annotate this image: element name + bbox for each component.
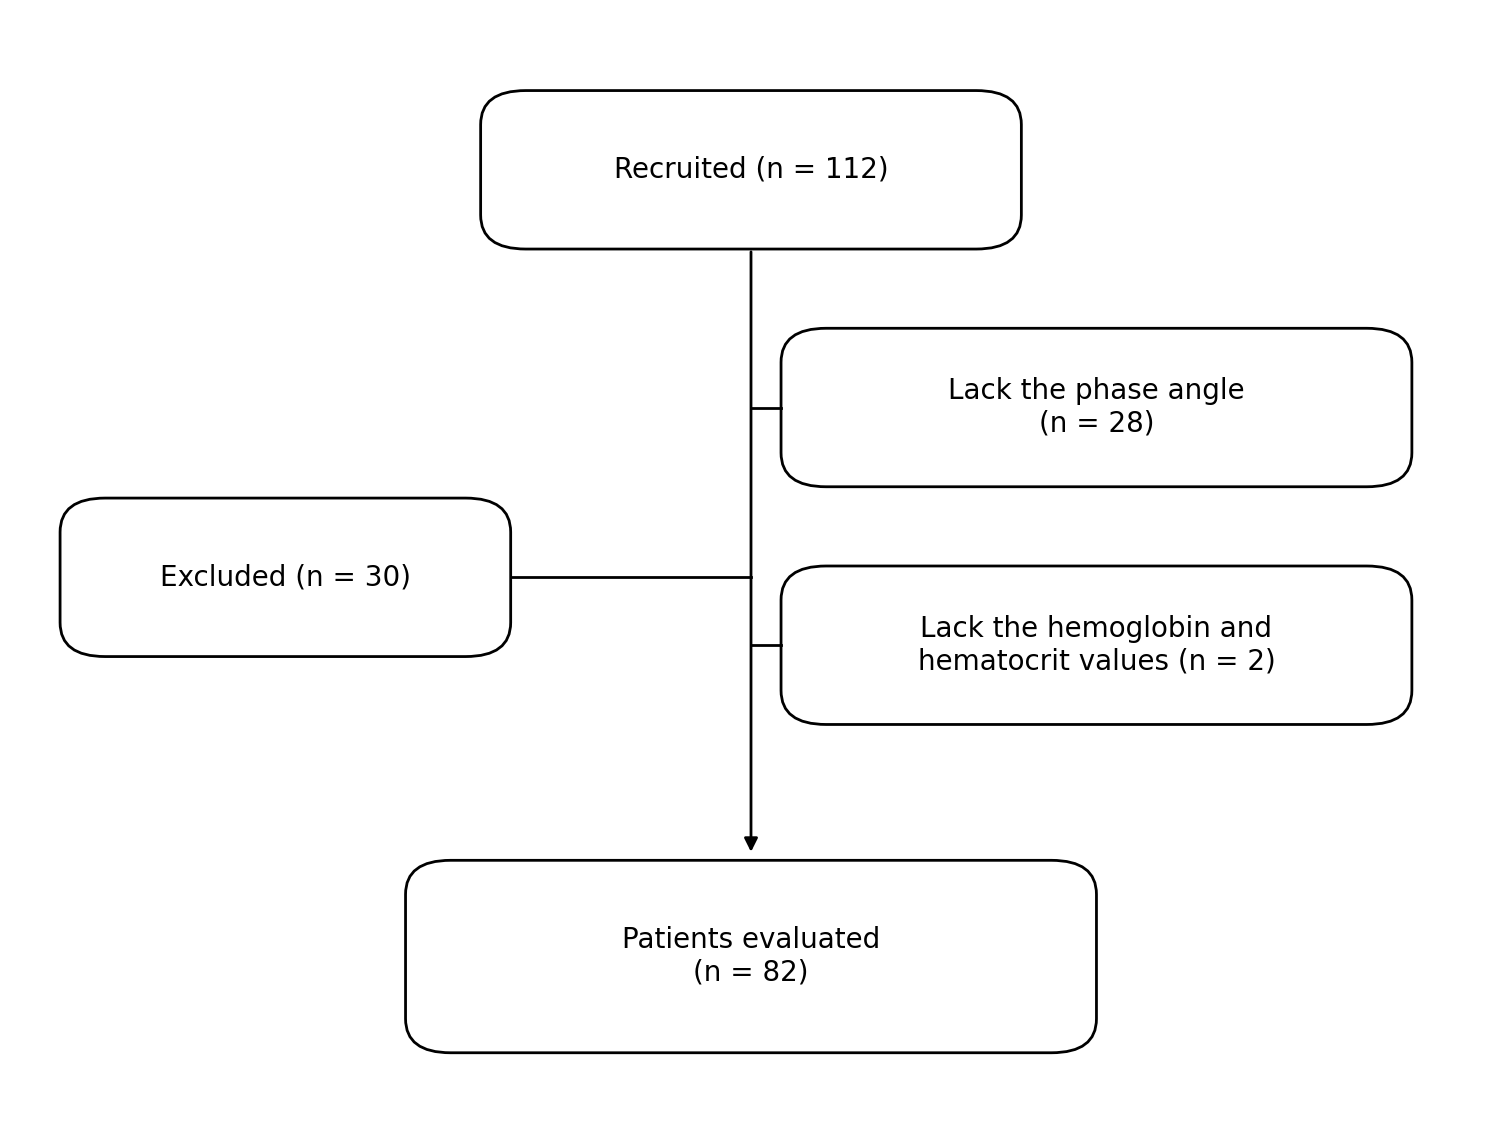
FancyBboxPatch shape <box>781 328 1412 487</box>
Text: Patients evaluated
(n = 82): Patients evaluated (n = 82) <box>622 926 880 987</box>
Text: Excluded (n = 30): Excluded (n = 30) <box>159 564 412 591</box>
Text: Lack the hemoglobin and
hematocrit values (n = 2): Lack the hemoglobin and hematocrit value… <box>918 615 1275 676</box>
FancyBboxPatch shape <box>60 498 511 657</box>
FancyBboxPatch shape <box>406 860 1096 1053</box>
FancyBboxPatch shape <box>781 566 1412 724</box>
FancyBboxPatch shape <box>481 91 1021 249</box>
Text: Recruited (n = 112): Recruited (n = 112) <box>614 156 888 183</box>
Text: Lack the phase angle
(n = 28): Lack the phase angle (n = 28) <box>948 377 1245 438</box>
